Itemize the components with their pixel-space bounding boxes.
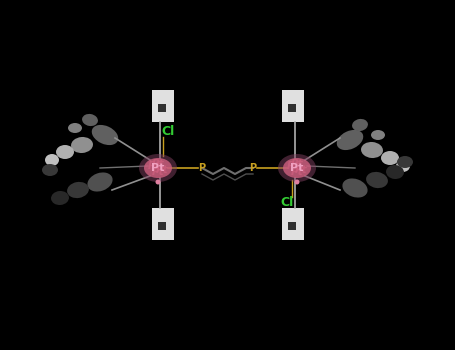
- Ellipse shape: [396, 160, 410, 172]
- Ellipse shape: [283, 158, 311, 178]
- Circle shape: [294, 180, 299, 184]
- Text: Cl: Cl: [162, 126, 175, 139]
- Ellipse shape: [139, 154, 177, 182]
- Ellipse shape: [51, 191, 69, 205]
- Ellipse shape: [87, 173, 112, 191]
- Ellipse shape: [337, 130, 363, 150]
- Text: Cl: Cl: [280, 196, 293, 209]
- Text: Pt: Pt: [152, 159, 164, 169]
- Bar: [152, 90, 174, 122]
- Text: Pt: Pt: [156, 165, 168, 175]
- Ellipse shape: [352, 119, 368, 131]
- Text: Pt: Pt: [290, 163, 303, 173]
- Ellipse shape: [56, 145, 74, 159]
- Ellipse shape: [343, 178, 368, 197]
- Circle shape: [156, 180, 161, 184]
- Ellipse shape: [397, 156, 413, 168]
- Bar: [288, 104, 296, 112]
- Text: Pt: Pt: [295, 165, 307, 175]
- Ellipse shape: [386, 165, 404, 179]
- Bar: [282, 90, 304, 122]
- Text: Pt: Pt: [291, 159, 303, 169]
- Text: P: P: [198, 163, 206, 173]
- Ellipse shape: [381, 151, 399, 165]
- Ellipse shape: [71, 137, 93, 153]
- Text: Pt: Pt: [152, 163, 165, 173]
- Text: Pt: Pt: [152, 167, 164, 177]
- Ellipse shape: [42, 164, 58, 176]
- Ellipse shape: [92, 125, 118, 145]
- Bar: [158, 222, 166, 230]
- Ellipse shape: [361, 142, 383, 158]
- Ellipse shape: [68, 123, 82, 133]
- Ellipse shape: [366, 172, 388, 188]
- Ellipse shape: [278, 154, 316, 182]
- Bar: [152, 208, 174, 240]
- Ellipse shape: [144, 158, 172, 178]
- Text: Pt: Pt: [287, 161, 299, 171]
- Bar: [288, 222, 296, 230]
- Bar: [282, 208, 304, 240]
- Text: P: P: [249, 163, 257, 173]
- Ellipse shape: [45, 154, 59, 166]
- Bar: [158, 104, 166, 112]
- Ellipse shape: [371, 130, 385, 140]
- Ellipse shape: [67, 182, 89, 198]
- Ellipse shape: [82, 114, 98, 126]
- Text: Pt: Pt: [148, 161, 160, 171]
- Text: Pt: Pt: [291, 167, 303, 177]
